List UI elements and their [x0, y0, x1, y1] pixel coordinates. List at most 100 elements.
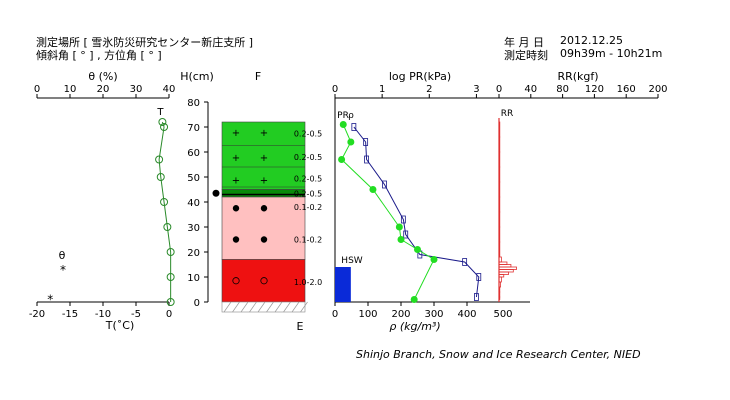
grain-symbol-open [232, 277, 240, 285]
temperature-tick-label: -10 [95, 309, 111, 320]
rr-bar [498, 166, 501, 183]
wetness-tick-label: 10 [64, 84, 77, 95]
credit-line: Shinjo Branch, Snow and Ice Research Cen… [356, 348, 641, 361]
legend-temp: * [60, 263, 66, 277]
pr-point [474, 293, 479, 301]
grain-size-label: 0.2-0.5 [294, 153, 322, 162]
density-point [430, 256, 438, 263]
rr-axis-title: RR(kgf) [557, 70, 598, 83]
ground-hatch [223, 301, 232, 313]
pr-tick-label: 0 [332, 84, 338, 95]
wetness-line [158, 121, 172, 302]
rr-bar [498, 211, 501, 228]
pr-tick-label: 2 [426, 84, 432, 95]
rr-bottom-tick-label: 500 [493, 309, 512, 320]
temperature-axis-title: T(˚C) [105, 319, 134, 332]
grain-size-label: 0.2-0.5 [294, 129, 322, 138]
density-point [410, 296, 418, 303]
pr-series-label: PR [337, 111, 349, 121]
pr-tick-label: 1 [379, 84, 385, 95]
density-tick-label: 200 [391, 309, 410, 320]
wetness-point [166, 298, 175, 306]
ground-hatch [257, 301, 266, 313]
pr-point [403, 230, 409, 239]
height-tick-label: 10 [187, 273, 200, 284]
temperature-tick-label: -20 [29, 309, 45, 320]
grain-layer [221, 121, 306, 190]
grain-symbol-solid [260, 205, 268, 212]
density-point [347, 138, 355, 146]
pr-point [382, 180, 387, 189]
grain-symbol-text: + [232, 176, 240, 187]
density-point [369, 186, 377, 193]
rr-tick-label: 120 [585, 84, 604, 95]
ground-hatch [300, 301, 308, 313]
ground-hatch [283, 301, 291, 313]
rr-tick-label: 160 [617, 84, 636, 95]
wetness-series-label: T [156, 107, 164, 118]
rr-bar [498, 121, 501, 138]
wetness-point [166, 248, 175, 256]
rr-series-label: RR [501, 109, 514, 119]
site-line: 測定場所 [ 雪氷防災研究センター新庄支所 ] [36, 36, 254, 49]
density-point [414, 246, 421, 253]
temperature-point: * [47, 293, 53, 307]
grain-symbol-text: + [260, 128, 268, 139]
rr-bar [498, 226, 501, 243]
rr-bar [498, 136, 501, 153]
rr-bar [498, 151, 501, 168]
height-tick-label: 60 [187, 148, 200, 159]
grain-symbol-text: + [232, 128, 240, 139]
rr-bar [498, 276, 502, 283]
pr-point [363, 138, 369, 146]
pr-point [351, 123, 357, 131]
density-point [338, 156, 346, 163]
date-value: 2012.12.25 [560, 34, 623, 47]
height-tick-label: 40 [187, 198, 200, 209]
rr-bar [498, 296, 501, 300]
grain-symbol-open [260, 277, 268, 285]
ground-hatch [232, 301, 240, 313]
grain-symbol-solid [260, 236, 268, 243]
pr-point [364, 155, 369, 164]
density-point [397, 236, 405, 243]
rr-tick-label: 80 [556, 84, 569, 95]
rr-bar [498, 181, 501, 198]
ground-hatch [249, 301, 257, 313]
density-tick-label: 400 [457, 309, 476, 320]
density-tick-label: 100 [358, 309, 377, 320]
rr-tick-label: 200 [648, 84, 667, 95]
grain-symbol-text: + [260, 153, 268, 164]
grain-size-label: 0.2-0.5 [294, 189, 322, 198]
rr-bar [498, 281, 501, 288]
wetness-tick-label: 30 [130, 84, 143, 95]
legend-theta: θ [59, 249, 66, 262]
grain-symbol-text: + [260, 176, 268, 187]
grain-symbol-solid [232, 236, 240, 243]
slope-line: 傾斜角 [ ° ] , 方位角 [ ° ] [36, 49, 162, 62]
grain-size-label: 0.1-0.2 [294, 203, 322, 212]
pr-point [476, 273, 482, 281]
pr-line [353, 126, 480, 298]
height-tick-label: 30 [187, 223, 200, 234]
rr-tick-label: 0 [496, 84, 502, 95]
wetness-point [155, 155, 164, 164]
density-point [339, 121, 347, 128]
grain-form-header: F [255, 70, 261, 83]
ground-hatch [266, 301, 274, 313]
rr-bar [498, 256, 502, 263]
grain-size-label: 1.0-2.0 [294, 278, 322, 287]
grain-symbol-text: + [232, 153, 240, 164]
time-label: 測定時刻 [504, 49, 548, 62]
rr-bar [498, 286, 501, 293]
wetness-axis-title: θ (%) [88, 70, 117, 83]
rr-bar [498, 241, 501, 258]
surface-marker [212, 189, 220, 197]
grain-form-bottom-label: E [297, 320, 304, 333]
height-tick-label: 50 [187, 173, 200, 184]
wetness-tick-label: 40 [163, 84, 176, 95]
density-tick-label: 0 [332, 309, 338, 320]
density-line [340, 124, 435, 300]
wetness-point [166, 273, 175, 281]
